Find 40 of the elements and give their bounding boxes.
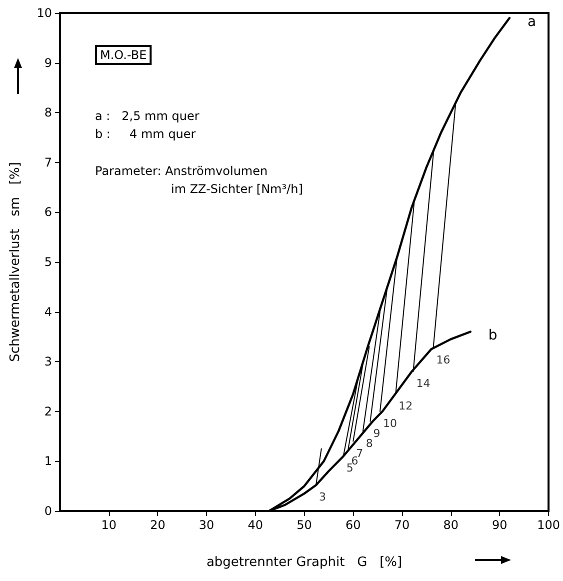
annotation: 8 — [366, 436, 373, 450]
x-tick-label: 10 — [101, 518, 116, 532]
y-tick-label: 7 — [44, 155, 52, 170]
y-tick-label: 6 — [44, 205, 52, 220]
x-axis-title: abgetrennter Graphit G [%] — [206, 555, 402, 570]
annotation: im ZZ-Sichter [Nm³/h] — [171, 182, 303, 196]
annotation: M.O.-BE — [100, 48, 147, 62]
y-tick-label: 3 — [44, 354, 52, 369]
x-tick-label: 50 — [296, 518, 312, 532]
x-tick-label: 90 — [492, 518, 508, 532]
y-tick-label: 1 — [44, 454, 52, 468]
y-tick-label: 8 — [44, 106, 52, 120]
x-tick-label: 20 — [150, 518, 166, 532]
series-label: a — [527, 14, 536, 30]
annotation: 10 — [383, 416, 397, 430]
annotation: 5 — [346, 462, 354, 475]
annotation: 9 — [373, 426, 380, 440]
annotation: 14 — [416, 377, 430, 390]
annotation: 16 — [436, 354, 450, 367]
y-tick-label: 9 — [44, 56, 52, 70]
annotation: 3 — [319, 490, 326, 504]
y-tick-label: 0 — [44, 504, 52, 518]
y-axis-title: Schwermetallverlust sm [%] — [8, 162, 23, 362]
y-tick-label: 5 — [44, 255, 52, 269]
x-tick-label: 80 — [443, 518, 458, 532]
annotation: a : 2,5 mm quer — [95, 109, 200, 123]
annotation: 7 — [356, 446, 364, 460]
y-tick-label: 4 — [44, 304, 52, 319]
x-tick-label: 60 — [345, 518, 361, 532]
annotation: b : 4 mm quer — [95, 127, 196, 141]
y-tick-label: 2 — [44, 404, 52, 418]
x-tick-label: 100 — [537, 518, 560, 532]
series-label: b — [488, 328, 498, 344]
x-tick-label: 30 — [198, 518, 214, 532]
annotation: 12 — [398, 399, 413, 412]
x-tick-label: 70 — [394, 518, 410, 532]
annotation: Parameter: Anströmvolumen — [95, 164, 268, 178]
x-tick-label: 40 — [248, 518, 264, 532]
y-tick-label: 10 — [36, 6, 52, 20]
annotation: 6 — [351, 454, 358, 468]
